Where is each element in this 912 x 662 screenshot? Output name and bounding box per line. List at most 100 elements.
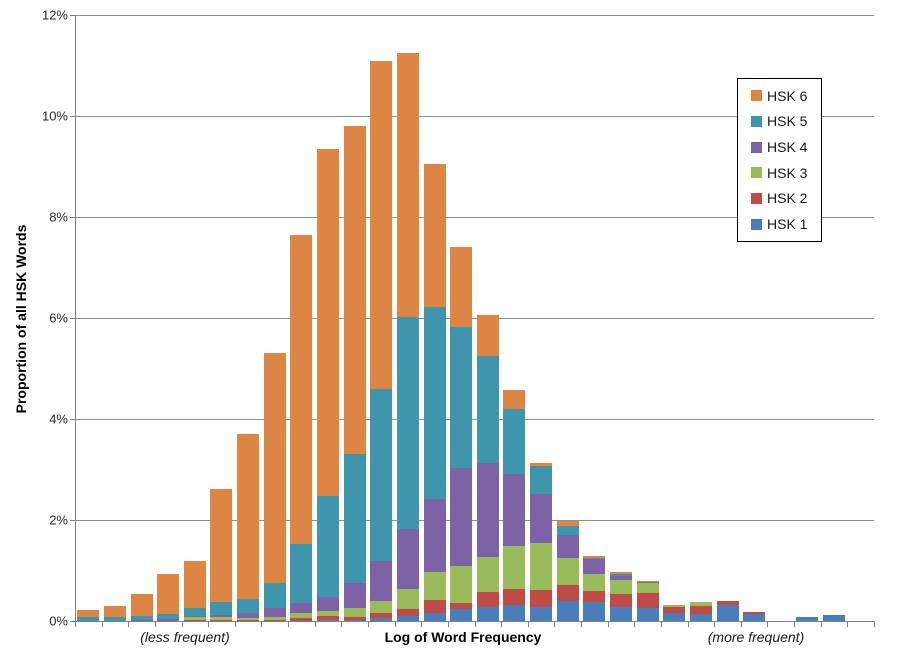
legend-swatch-hsk-6 [751,90,762,102]
legend-item-hsk-6: HSK 6 [751,88,821,104]
bar-segment-hsk-6 [130,594,153,616]
bar-segment-hsk-5 [183,608,206,616]
bar-segment-hsk-1 [476,606,499,621]
legend-swatch-hsk-3 [751,167,762,179]
x-tick-mark [554,622,556,627]
bar-stack-bin-16 [476,15,499,621]
legend-swatch-hsk-1 [751,218,762,230]
bar-segment-hsk-2 [530,590,553,607]
bar-segment-hsk-6 [210,488,233,602]
bar-stack-bin-15 [450,15,473,621]
bar-segment-hsk-3 [423,572,446,600]
bar-segment-hsk-1 [663,613,686,621]
bar-segment-hsk-1 [503,605,526,621]
x-tick-mark [128,622,130,627]
bar-segment-hsk-6 [636,580,659,583]
bar-segment-hsk-2 [396,608,419,616]
x-tick-mark [208,622,210,627]
bar-stack-bin-25 [716,15,739,621]
x-tick-mark [847,622,849,627]
legend-label: HSK 1 [767,216,808,233]
bar-segment-hsk-3 [343,607,366,617]
bar-segment-hsk-4 [343,582,366,608]
bar-segment-hsk-1 [183,620,206,621]
bar-segment-hsk-2 [290,617,313,621]
bar-stack-bin-20 [583,15,606,621]
bar-segment-hsk-3 [237,618,260,620]
bar-segment-hsk-2 [370,612,393,618]
bar-segment-hsk-3 [130,620,153,621]
bar-stack-bin-2 [103,15,126,621]
legend-swatch-hsk-4 [751,141,762,153]
bar-segment-hsk-5 [77,617,100,621]
bar-segment-hsk-2 [343,616,366,620]
bar-segment-hsk-5 [370,388,393,561]
bar-segment-hsk-3 [157,620,180,621]
bar-segment-hsk-2 [183,620,206,621]
bar-segment-hsk-2 [423,599,446,613]
bar-segment-hsk-2 [583,590,606,603]
bar-segment-hsk-1 [583,602,606,621]
bar-stack-bin-4 [157,15,180,621]
bar-stack-bin-26 [743,15,766,621]
bar-segment-hsk-3 [556,558,579,586]
legend-item-hsk-3: HSK 3 [751,165,821,181]
bar-segment-hsk-5 [103,616,126,621]
x-tick-mark [447,622,449,627]
gridline-8pct [75,217,874,218]
bar-segment-hsk-4 [183,615,206,618]
bar-segment-hsk-3 [583,573,606,591]
y-axis-line [75,15,76,622]
x-tick-mark [421,622,423,627]
y-tick-label-8pct: 8% [49,209,68,225]
y-tick-mark [70,621,75,622]
legend: HSK 6 HSK 5 HSK 4 HSK 3 HSK 2 HSK 1 [737,78,822,242]
bar-segment-hsk-1 [796,616,819,621]
bar-stack-bin-10 [317,15,340,621]
bar-segment-hsk-4 [636,582,659,583]
x-tick-mark [820,622,822,627]
bar-stack-bin-28 [796,15,819,621]
bar-segment-hsk-4 [556,535,579,559]
bar-segment-hsk-6 [103,605,126,617]
bar-segment-hsk-3 [689,601,712,606]
bar-segment-hsk-2 [716,600,739,606]
bar-segment-hsk-5 [450,326,473,468]
bar-segment-hsk-6 [556,520,579,527]
x-tick-mark [581,622,583,627]
bar-segment-hsk-6 [317,148,340,496]
x-tick-mark [314,622,316,627]
bar-segment-hsk-1 [716,605,739,621]
bar-segment-hsk-6 [157,574,180,614]
bar-segment-hsk-6 [183,560,206,609]
bar-segment-hsk-3 [450,565,473,603]
bar-segment-hsk-1 [450,608,473,621]
bar-segment-hsk-3 [636,582,659,593]
legend-item-hsk-2: HSK 2 [751,190,821,206]
bar-segment-hsk-6 [237,433,260,599]
bar-segment-hsk-4 [130,620,153,621]
y-tick-label-0pct: 0% [49,613,68,629]
x-tick-mark [288,622,290,627]
bar-stack-bin-1 [77,15,100,621]
legend-swatch-hsk-5 [751,115,762,127]
y-tick-mark [70,217,75,218]
bar-segment-hsk-2 [609,593,632,607]
bar-segment-hsk-1 [370,617,393,621]
bar-segment-hsk-5 [263,582,286,608]
bar-segment-hsk-3 [396,589,419,609]
bar-segment-hsk-2 [689,605,712,614]
bar-stack-bin-21 [609,15,632,621]
x-tick-mark [634,622,636,627]
bar-segment-hsk-4 [237,612,260,618]
x-tick-mark [501,622,503,627]
gridline-10pct [75,116,874,117]
bar-stack-bin-30 [850,15,872,621]
bar-stack-bin-5 [183,15,206,621]
legend-label: HSK 5 [767,113,808,130]
x-tick-mark [687,622,689,627]
bar-segment-hsk-2 [743,611,766,615]
bar-segment-hsk-4 [476,462,499,557]
bar-stack-bin-18 [530,15,553,621]
bar-segment-hsk-1 [237,620,260,621]
